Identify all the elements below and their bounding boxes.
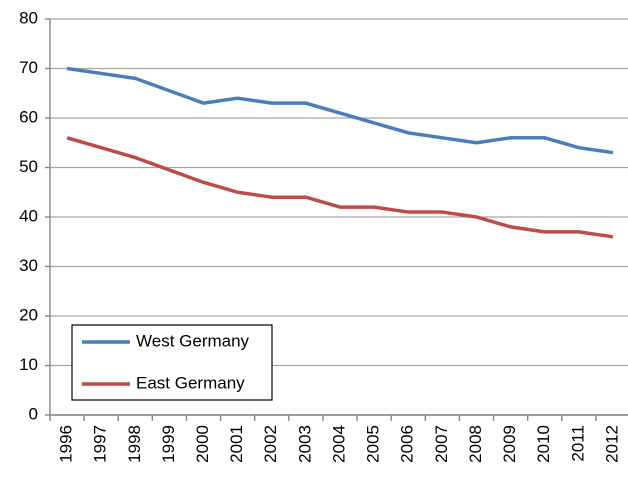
y-tick-label: 30 bbox=[19, 256, 38, 275]
legend-box bbox=[71, 324, 273, 401]
y-tick-label: 0 bbox=[29, 404, 38, 423]
x-tick-label: 2002 bbox=[261, 425, 280, 463]
x-tick-label: 2007 bbox=[432, 425, 451, 463]
x-tick-label: 1996 bbox=[57, 425, 76, 463]
y-tick-label: 60 bbox=[19, 107, 38, 126]
legend-label: West Germany bbox=[136, 331, 250, 350]
x-tick-label: 2000 bbox=[193, 425, 212, 463]
legend-label: East Germany bbox=[136, 373, 245, 392]
x-tick-label: 1997 bbox=[91, 425, 110, 463]
y-tick-label: 20 bbox=[19, 305, 38, 324]
x-tick-label: 2009 bbox=[500, 425, 519, 463]
y-tick-label: 80 bbox=[19, 8, 38, 27]
x-tick-label: 2004 bbox=[329, 425, 348, 463]
y-tick-label: 10 bbox=[19, 355, 38, 374]
x-tick-label: 2012 bbox=[602, 425, 621, 463]
x-tick-label: 1999 bbox=[159, 425, 178, 463]
x-tick-label: 1998 bbox=[125, 425, 144, 463]
series-line bbox=[66, 66, 614, 155]
x-tick-label: 2001 bbox=[227, 425, 246, 463]
y-tick-label: 70 bbox=[19, 58, 38, 77]
x-tick-label: 2010 bbox=[534, 425, 553, 463]
series-line bbox=[66, 136, 614, 239]
x-tick-label: 2008 bbox=[466, 425, 485, 463]
x-tick-label: 2003 bbox=[295, 425, 314, 463]
x-tick-label: 2011 bbox=[568, 425, 587, 462]
y-tick-label: 50 bbox=[19, 157, 38, 176]
x-tick-label: 2006 bbox=[398, 425, 417, 463]
y-tick-label: 40 bbox=[19, 206, 38, 225]
x-tick-label: 2005 bbox=[364, 425, 383, 463]
